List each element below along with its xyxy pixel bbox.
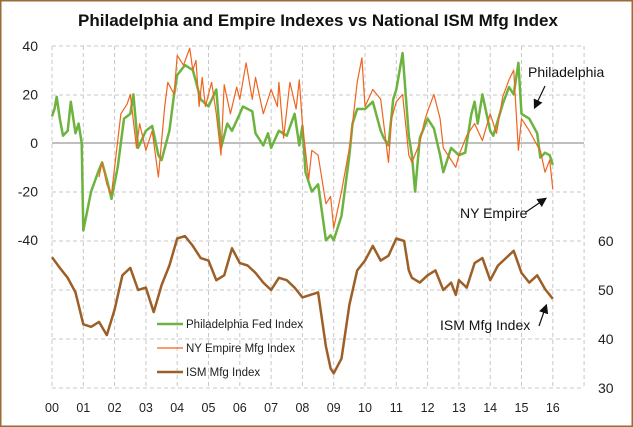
arrow-ism [538,303,549,327]
arrow-philadelphia [533,85,546,110]
x-axis-tick-label: 06 [233,401,247,415]
legend-label-ism: ISM Mfg Index [186,367,260,379]
annotation-ny-empire: NY Empire [460,205,528,221]
x-axis-tick-label: 01 [76,401,90,415]
legend: Philadelphia Fed Index NY Empire Mfg Ind… [157,319,303,379]
left-axis-tick-label: -40 [18,232,38,248]
series-ny-empire-line [98,47,554,229]
x-axis-tick-label: 12 [421,401,435,415]
left-axis-tick-label: 0 [30,135,38,151]
series-philadelphia-fed-line [50,51,554,242]
series-ism-mfg-line [50,234,554,375]
legend-label-ny-empire: NY Empire Mfg Index [186,343,295,355]
right-axis-tick-label: 40 [598,331,614,347]
right-axis-tick-label: 30 [598,380,614,396]
x-axis-tick-label: 03 [139,401,153,415]
x-axis-tick-label: 15 [515,401,529,415]
x-axis-tick-label: 00 [45,401,59,415]
series-lines [50,47,554,375]
x-axis-tick-label: 09 [327,401,341,415]
annotation-ism: ISM Mfg Index [440,317,530,333]
x-axis-tick-label: 16 [546,401,560,415]
x-axis-tick-label: 13 [452,401,466,415]
chart-title: Philadelphia and Empire Indexes vs Natio… [78,11,558,30]
x-axis-tick-label: 10 [358,401,372,415]
x-axis-tick-label: 05 [202,401,216,415]
legend-label-philadelphia: Philadelphia Fed Index [186,319,303,331]
left-axis-tick-label: -20 [18,184,38,200]
left-axis-tick-label: 40 [22,38,38,54]
right-axis-tick-label: 50 [598,282,614,298]
annotations: Philadelphia NY Empire ISM Mfg Index [440,64,604,333]
x-axis-tick-label: 04 [170,401,184,415]
axes: 40 20 0 -20 -40 60 50 40 30 00 01 02 03 04 05 06 07 08 09 1… [18,38,614,415]
x-axis-tick-label: 14 [483,401,497,415]
arrow-ny-empire [525,197,547,213]
right-axis-tick-label: 60 [598,233,614,249]
annotation-philadelphia: Philadelphia [528,64,604,80]
x-axis-tick-label: 08 [295,401,309,415]
left-axis-tick-label: 20 [22,86,38,102]
x-axis-tick-label: 11 [390,401,403,415]
x-axis-tick-label: 07 [264,401,278,415]
x-axis-tick-label: 02 [108,401,122,415]
